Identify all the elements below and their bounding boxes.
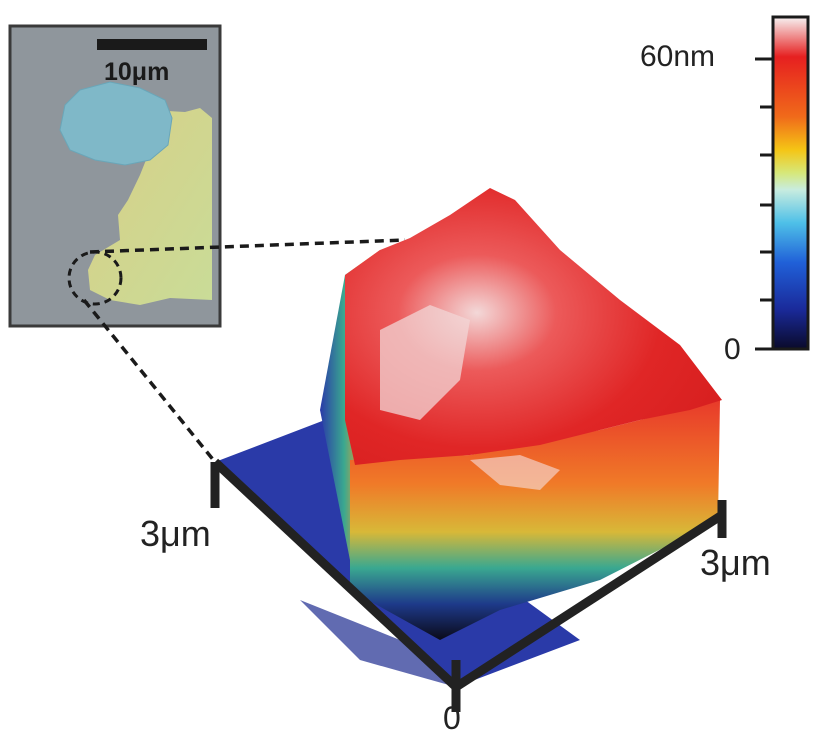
colorbar-min-label: 0 bbox=[724, 333, 741, 366]
scale-bar bbox=[97, 39, 207, 50]
inset-blue-flake bbox=[59, 81, 173, 166]
axis-frame-right bbox=[453, 511, 725, 691]
colorbar-max-label: 60nm bbox=[640, 40, 716, 73]
height-colorbar bbox=[755, 15, 810, 351]
substrate-shade bbox=[300, 600, 456, 687]
zoom-line-top bbox=[89, 238, 406, 254]
axis-right-label: 3μm bbox=[700, 542, 771, 583]
colorbar-gradient bbox=[771, 15, 810, 351]
inset-yellow-flake bbox=[88, 108, 212, 305]
zoom-line-bottom bbox=[82, 298, 217, 464]
colorbar-ticks bbox=[755, 57, 773, 351]
axis-left-label: 3μm bbox=[140, 513, 211, 554]
axis-frame-left bbox=[211, 458, 460, 691]
afm-surface-plot bbox=[210, 188, 727, 712]
film-highlight bbox=[380, 305, 470, 420]
optical-inset bbox=[8, 24, 222, 328]
film-front-wall bbox=[350, 400, 720, 640]
film-highlight-2 bbox=[470, 455, 560, 490]
axis-origin-label: 0 bbox=[443, 700, 461, 736]
scale-bar-label: 10μm bbox=[104, 58, 170, 86]
